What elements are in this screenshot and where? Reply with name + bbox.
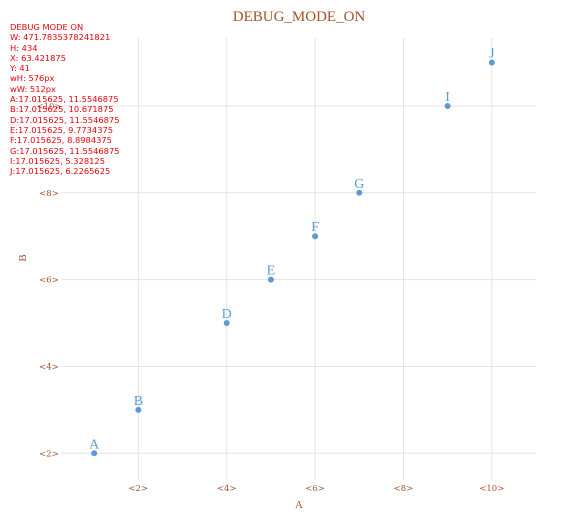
y-axis-label: B xyxy=(17,254,29,261)
point-label-B: B xyxy=(134,394,143,409)
debug-line: F:17.015625, 8.8984375 xyxy=(10,135,112,146)
debug-line: H: 434 xyxy=(10,42,38,53)
x-tick-label-10: <10> xyxy=(479,484,504,494)
y-tick-label-10: <10> xyxy=(36,102,61,112)
x-tick-label-6: <6> xyxy=(305,484,325,494)
data-point-I xyxy=(444,102,451,109)
point-label-G: G xyxy=(354,177,364,192)
point-label-A: A xyxy=(89,437,100,452)
debug-line: D:17.015625, 11.5546875 xyxy=(10,114,120,125)
x-tick-label-2: <2> xyxy=(129,484,149,494)
debug-line: DEBUG MODE ON xyxy=(10,22,84,32)
chart-title: DEBUG_MODE_ON xyxy=(233,9,366,25)
y-tick-label-6: <6> xyxy=(39,276,59,286)
data-point-J xyxy=(488,59,495,66)
y-tick-label-2: <2> xyxy=(39,449,59,459)
data-point-E xyxy=(267,276,274,283)
point-label-E: E xyxy=(267,264,276,279)
debug-line: wW: 512px xyxy=(10,83,56,94)
point-label-D: D xyxy=(222,307,232,322)
debug-line: Y: 41 xyxy=(10,63,30,74)
data-point-F xyxy=(312,233,319,240)
debug-line: W: 471.7835378241821 xyxy=(10,32,111,43)
debug-line: A:17.015625, 11.5546875 xyxy=(10,94,119,105)
point-label-I: I xyxy=(445,90,450,105)
debug-line: B:17.015625, 10.671875 xyxy=(10,104,114,115)
debug-line: X: 63.421875 xyxy=(10,52,66,63)
grid xyxy=(62,38,536,480)
point-label-J: J xyxy=(489,47,495,62)
data-point-B xyxy=(135,406,142,413)
debug-line: J:17.015625, 6.2265625 xyxy=(10,166,111,177)
y-tick-label-4: <4> xyxy=(39,362,59,372)
data-point-D xyxy=(223,320,230,327)
debug-line: wH: 576px xyxy=(10,73,55,84)
axis-ticks: <2> <4> <6> <8> <10> <2> <4> <6> <8> <10> xyxy=(36,102,504,494)
data-point-A xyxy=(91,450,98,457)
data-points: A B D E F G I J xyxy=(89,47,495,457)
data-point-G xyxy=(356,189,363,196)
x-tick-label-8: <8> xyxy=(394,484,414,494)
y-tick-label-8: <8> xyxy=(39,189,59,199)
x-axis-label: A xyxy=(295,499,303,511)
debug-overlay: DEBUG MODE ON W: 471.7835378241821 H: 434 X… xyxy=(10,22,120,176)
debug-line: E:17.015625, 9.7734375 xyxy=(10,124,114,135)
debug-line: G:17.015625, 11.5546875 xyxy=(10,145,120,156)
debug-line: I:17.015625, 5.328125 xyxy=(10,155,105,166)
point-label-F: F xyxy=(311,220,319,235)
x-tick-label-4: <4> xyxy=(217,484,237,494)
